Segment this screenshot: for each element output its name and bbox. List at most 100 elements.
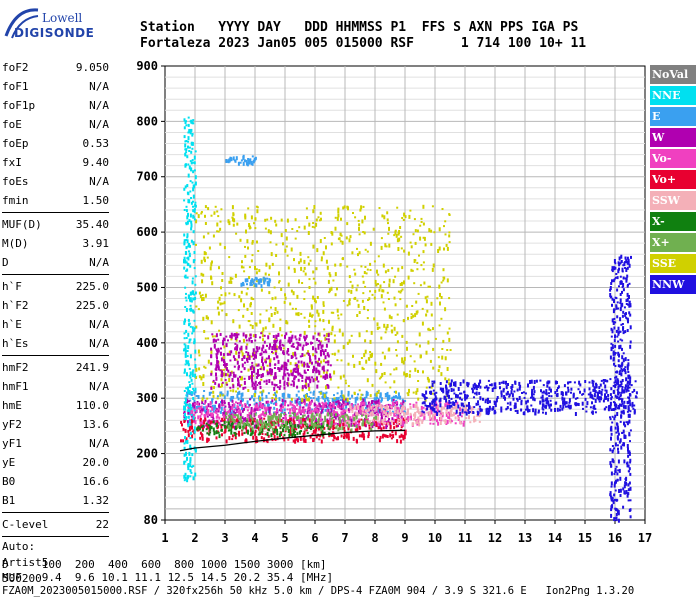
echo-point	[272, 431, 275, 435]
echo-point	[303, 266, 306, 270]
echo-point	[328, 319, 330, 324]
param-group-critical-frequencies: foF2 9.050 foF1 N/A foF1p N/A foE N/A foEp 0.53 fx…	[2, 58, 109, 210]
echo-point	[396, 420, 399, 425]
echo-point	[438, 365, 441, 369]
echo-point	[613, 483, 616, 488]
echo-point	[262, 421, 265, 425]
echo-point	[221, 309, 224, 312]
echo-point	[612, 309, 615, 314]
echo-point	[400, 235, 403, 238]
echo-point	[628, 414, 631, 418]
echo-point	[361, 422, 364, 427]
echo-point	[192, 290, 194, 294]
echo-point	[246, 400, 249, 405]
echo-point	[437, 249, 440, 253]
echo-point	[337, 237, 340, 240]
echo-point	[211, 398, 214, 403]
echo-point	[624, 261, 627, 263]
echo-point	[374, 393, 377, 397]
echo-point	[264, 326, 267, 330]
echo-point	[191, 425, 193, 430]
echo-point	[616, 407, 619, 410]
echo-point	[274, 384, 277, 387]
echo-point	[612, 384, 615, 387]
echo-point	[294, 367, 297, 371]
echo-point	[250, 296, 253, 300]
echo-point	[325, 391, 328, 394]
echo-point	[576, 397, 579, 400]
echo-point	[628, 393, 631, 396]
echo-point	[190, 201, 193, 205]
echo-point	[281, 420, 284, 423]
echo-point	[216, 349, 219, 352]
echo-point	[303, 422, 306, 425]
echo-point	[628, 381, 631, 386]
echo-point	[545, 389, 548, 394]
echo-point	[289, 401, 292, 406]
echo-point	[249, 336, 252, 339]
echo-point	[317, 418, 320, 421]
echo-point	[327, 338, 330, 341]
echo-point	[395, 419, 397, 424]
echo-point	[363, 271, 366, 274]
echo-point	[360, 205, 363, 210]
echo-point	[505, 380, 507, 385]
echo-point	[290, 397, 293, 401]
echo-point	[318, 371, 321, 375]
legend-item: SSW	[650, 191, 696, 210]
echo-point	[312, 418, 315, 421]
echo-point	[220, 378, 223, 382]
echo-point	[304, 336, 307, 340]
echo-point	[286, 372, 289, 375]
echo-point	[296, 363, 299, 368]
echo-point	[193, 155, 196, 160]
echo-point	[200, 272, 203, 276]
echo-point	[247, 422, 250, 426]
echo-point	[619, 275, 622, 278]
echo-point	[304, 428, 307, 431]
echo-point	[609, 286, 612, 290]
echo-point	[265, 351, 268, 354]
echo-point	[190, 227, 193, 231]
echo-point	[371, 425, 374, 428]
echo-point	[277, 420, 280, 424]
echo-point	[612, 357, 615, 360]
echo-point	[286, 218, 289, 223]
echo-point	[454, 399, 457, 403]
echo-point	[242, 283, 245, 287]
echo-point	[416, 406, 419, 410]
echo-point	[533, 380, 536, 384]
echo-point	[610, 463, 613, 468]
echo-point	[290, 339, 293, 343]
echo-point	[210, 262, 213, 267]
echo-point	[319, 349, 322, 354]
echo-point	[420, 221, 423, 223]
echo-point	[437, 421, 440, 426]
echo-point	[376, 436, 379, 439]
param-value: N/A	[89, 99, 109, 112]
echo-point	[413, 417, 416, 421]
echo-point	[341, 415, 344, 419]
echo-point	[343, 408, 346, 411]
echo-point	[611, 415, 614, 418]
echo-point	[622, 358, 625, 363]
echo-point	[183, 368, 186, 373]
echo-point	[393, 296, 396, 300]
echo-point	[303, 363, 306, 368]
echo-point	[616, 395, 619, 399]
echo-point	[374, 289, 377, 293]
echo-point	[450, 412, 452, 417]
echo-point	[191, 332, 194, 335]
echo-point	[256, 364, 259, 367]
echo-point	[232, 410, 235, 413]
x-tick-label: 8	[371, 531, 378, 545]
echo-point	[421, 419, 424, 424]
echo-point	[309, 314, 311, 317]
echo-point	[184, 259, 187, 264]
echo-point	[544, 411, 547, 415]
echo-point	[186, 215, 189, 220]
echo-point	[363, 398, 366, 403]
echo-point	[227, 339, 229, 342]
echo-point	[610, 335, 613, 338]
